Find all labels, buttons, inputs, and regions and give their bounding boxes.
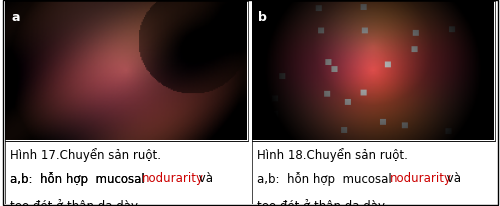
Text: teo đét ở thân dạ dày.: teo đét ở thân dạ dày. [258, 198, 388, 206]
Text: a: a [11, 11, 20, 24]
Text: nodurarity: nodurarity [390, 171, 452, 184]
Text: a,b:  hỗn hợp  mucosal: a,b: hỗn hợp mucosal [258, 171, 396, 185]
Text: Hình 18.Chuyển sản ruột.: Hình 18.Chuyển sản ruột. [258, 148, 408, 162]
Text: a,b:  hỗn hợp  mucosal nodurarity: a,b: hỗn hợp mucosal nodurarity [10, 171, 210, 185]
Text: nodurarity: nodurarity [142, 171, 204, 184]
Text: Hình 17.Chuyển sản ruột.: Hình 17.Chuyển sản ruột. [10, 148, 161, 162]
Text: và: và [443, 171, 461, 184]
Text: và: và [196, 171, 214, 184]
Text: a,b:  hỗn hợp  mucosal: a,b: hỗn hợp mucosal [10, 171, 148, 185]
Text: a,b:  hỗn hợp  mucosal: a,b: hỗn hợp mucosal [10, 171, 148, 185]
Text: teo đét ở thân dạ dày.: teo đét ở thân dạ dày. [10, 198, 140, 206]
Text: b: b [258, 11, 268, 24]
